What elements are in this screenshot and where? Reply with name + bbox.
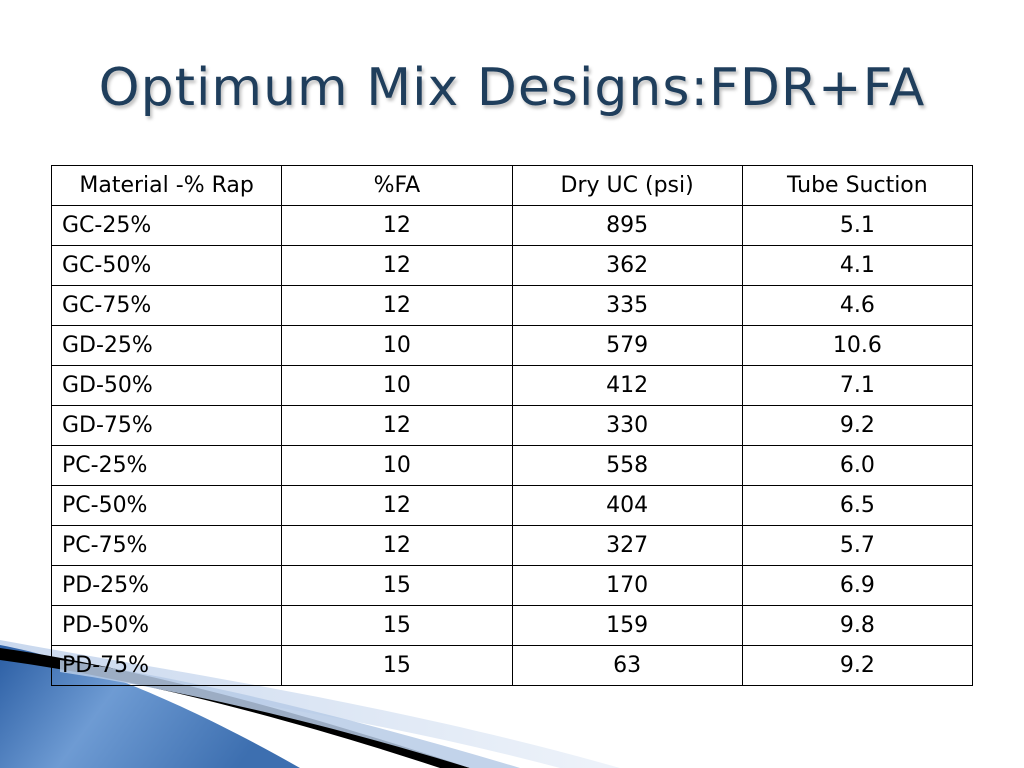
cell-fa: 15 — [281, 565, 513, 606]
table-row: PD-25% 15 170 6.9 — [50, 565, 974, 606]
table-row: GD-75% 12 330 9.2 — [50, 405, 974, 446]
cell-tube-suction: 9.8 — [741, 605, 974, 646]
cell-dry-uc: 327 — [511, 525, 743, 566]
mix-design-table: Material -% Rap %FA Dry UC (psi) Tube Su… — [50, 165, 974, 686]
cell-material: PC-25% — [50, 445, 283, 486]
cell-tube-suction: 10.6 — [741, 325, 974, 366]
header-dry-uc: Dry UC (psi) — [511, 165, 743, 206]
cell-tube-suction: 6.0 — [741, 445, 974, 486]
table-row: GC-25% 12 895 5.1 — [50, 205, 974, 246]
table-row: GC-75% 12 335 4.6 — [50, 285, 974, 326]
cell-fa: 12 — [281, 205, 513, 246]
cell-dry-uc: 330 — [511, 405, 743, 446]
cell-dry-uc: 362 — [511, 245, 743, 286]
cell-dry-uc: 404 — [511, 485, 743, 526]
header-material: Material -% Rap — [50, 165, 283, 206]
cell-fa: 12 — [281, 245, 513, 286]
cell-dry-uc: 558 — [511, 445, 743, 486]
table-row: GD-25% 10 579 10.6 — [50, 325, 974, 366]
cell-tube-suction: 4.6 — [741, 285, 974, 326]
cell-material: PD-50% — [50, 605, 283, 646]
cell-material: GC-25% — [50, 205, 283, 246]
cell-material: GC-75% — [50, 285, 283, 326]
cell-tube-suction: 4.1 — [741, 245, 974, 286]
cell-fa: 12 — [281, 525, 513, 566]
cell-material: PD-75% — [50, 645, 283, 686]
cell-fa: 10 — [281, 445, 513, 486]
cell-material: PC-75% — [50, 525, 283, 566]
cell-dry-uc: 170 — [511, 565, 743, 606]
table-row: PD-50% 15 159 9.8 — [50, 605, 974, 646]
cell-tube-suction: 5.1 — [741, 205, 974, 246]
cell-fa: 12 — [281, 485, 513, 526]
cell-tube-suction: 5.7 — [741, 525, 974, 566]
cell-dry-uc: 579 — [511, 325, 743, 366]
cell-material: GD-50% — [50, 365, 283, 406]
cell-fa: 10 — [281, 325, 513, 366]
cell-fa: 12 — [281, 285, 513, 326]
table-row: PC-50% 12 404 6.5 — [50, 485, 974, 526]
table-header-row: Material -% Rap %FA Dry UC (psi) Tube Su… — [50, 165, 974, 206]
cell-dry-uc: 159 — [511, 605, 743, 646]
table-row: GC-50% 12 362 4.1 — [50, 245, 974, 286]
cell-material: GC-50% — [50, 245, 283, 286]
cell-fa: 15 — [281, 645, 513, 686]
cell-tube-suction: 9.2 — [741, 645, 974, 686]
cell-tube-suction: 9.2 — [741, 405, 974, 446]
cell-material: PC-50% — [50, 485, 283, 526]
cell-fa: 10 — [281, 365, 513, 406]
header-tube-suction: Tube Suction — [741, 165, 974, 206]
cell-tube-suction: 7.1 — [741, 365, 974, 406]
table-row: GD-50% 10 412 7.1 — [50, 365, 974, 406]
header-fa: %FA — [281, 165, 513, 206]
table-row: PD-75% 15 63 9.2 — [50, 645, 974, 686]
cell-dry-uc: 335 — [511, 285, 743, 326]
slide-title: Optimum Mix Designs:FDR+FA — [98, 58, 926, 118]
table-row: PC-25% 10 558 6.0 — [50, 445, 974, 486]
cell-dry-uc: 63 — [511, 645, 743, 686]
cell-material: PD-25% — [50, 565, 283, 606]
cell-tube-suction: 6.5 — [741, 485, 974, 526]
table-row: PC-75% 12 327 5.7 — [50, 525, 974, 566]
cell-fa: 12 — [281, 405, 513, 446]
cell-fa: 15 — [281, 605, 513, 646]
cell-dry-uc: 412 — [511, 365, 743, 406]
cell-material: GD-75% — [50, 405, 283, 446]
cell-tube-suction: 6.9 — [741, 565, 974, 606]
cell-material: GD-25% — [50, 325, 283, 366]
cell-dry-uc: 895 — [511, 205, 743, 246]
